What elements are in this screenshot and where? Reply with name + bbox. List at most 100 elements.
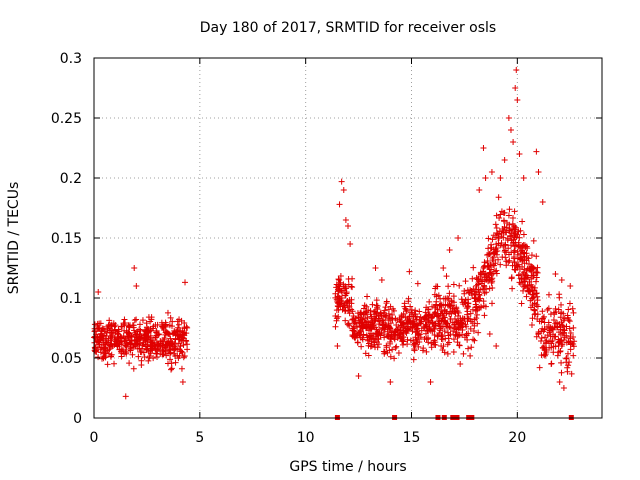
data-point	[130, 343, 137, 350]
data-point	[403, 306, 410, 313]
data-point	[496, 215, 503, 222]
data-point	[488, 241, 495, 248]
data-point	[437, 295, 444, 302]
data-point	[348, 306, 355, 313]
data-point	[511, 248, 518, 255]
data-point	[524, 254, 531, 261]
data-point	[390, 307, 397, 314]
data-point	[477, 304, 484, 311]
data-point	[483, 289, 490, 296]
y-tick-label: 0.05	[51, 351, 82, 367]
data-point	[569, 341, 576, 348]
data-point	[141, 331, 148, 338]
data-point	[108, 322, 115, 329]
data-point	[467, 352, 474, 359]
data-point	[550, 349, 557, 356]
data-point	[342, 285, 349, 292]
data-point	[544, 323, 551, 330]
data-point	[106, 317, 113, 324]
data-point	[497, 211, 504, 218]
data-point	[361, 302, 368, 309]
data-point	[454, 333, 461, 340]
data-point	[365, 352, 372, 359]
data-point	[455, 332, 462, 339]
data-point	[106, 329, 113, 336]
y-tick-label: 0.15	[51, 231, 82, 247]
data-point	[346, 310, 353, 317]
data-point	[519, 279, 526, 286]
data-points	[91, 67, 578, 420]
data-point	[184, 341, 191, 348]
data-point	[467, 310, 474, 317]
data-point	[429, 319, 436, 326]
data-point	[567, 283, 574, 289]
data-point	[425, 339, 432, 346]
data-point	[523, 271, 530, 278]
data-point	[466, 290, 473, 297]
data-point	[556, 321, 563, 328]
data-point	[160, 336, 167, 343]
data-point	[382, 304, 389, 311]
data-point	[490, 254, 497, 261]
data-point	[153, 339, 160, 346]
data-point	[126, 331, 133, 338]
data-point	[372, 344, 379, 351]
data-point	[464, 318, 471, 325]
data-point	[414, 313, 420, 320]
data-point	[400, 310, 407, 317]
data-point	[332, 323, 339, 330]
data-point	[94, 336, 101, 343]
data-point	[408, 306, 415, 313]
data-point	[548, 361, 555, 367]
data-point	[474, 320, 481, 327]
data-point	[386, 315, 393, 322]
data-point	[445, 283, 452, 290]
data-point	[512, 242, 519, 249]
data-point	[378, 277, 385, 283]
data-point	[387, 379, 394, 385]
data-point	[501, 248, 508, 255]
data-point	[517, 244, 524, 251]
data-point	[528, 263, 535, 270]
data-point	[370, 308, 377, 315]
data-point	[172, 335, 179, 342]
data-point	[482, 303, 489, 310]
data-point	[413, 326, 420, 333]
data-point	[146, 354, 153, 361]
data-point	[480, 145, 487, 151]
data-point	[550, 309, 557, 316]
data-point	[550, 331, 557, 338]
data-point	[351, 317, 358, 324]
data-point	[354, 324, 361, 331]
data-point	[511, 259, 518, 266]
data-point	[457, 315, 464, 322]
data-point	[126, 360, 133, 367]
data-point	[516, 255, 523, 262]
data-point	[439, 331, 446, 338]
data-point	[113, 339, 120, 346]
data-point	[336, 285, 343, 292]
chart-title: Day 180 of 2017, SRMTID for receiver osl…	[200, 20, 496, 36]
data-point	[383, 298, 390, 305]
data-point	[509, 285, 516, 292]
data-point	[143, 320, 150, 327]
data-point	[547, 311, 554, 318]
data-point	[489, 285, 496, 292]
data-point	[118, 350, 125, 357]
data-point	[566, 318, 573, 325]
data-point	[167, 349, 174, 356]
data-point	[511, 234, 518, 241]
data-point	[339, 306, 346, 313]
data-point	[379, 324, 386, 331]
data-point	[516, 151, 523, 157]
data-point	[337, 273, 344, 280]
data-point	[352, 320, 359, 327]
data-point	[134, 328, 141, 335]
data-point	[518, 247, 525, 254]
data-point	[139, 317, 146, 324]
data-point	[159, 342, 166, 349]
data-point	[398, 314, 405, 321]
data-point	[406, 268, 413, 275]
data-point	[443, 273, 450, 280]
data-point	[541, 343, 548, 350]
